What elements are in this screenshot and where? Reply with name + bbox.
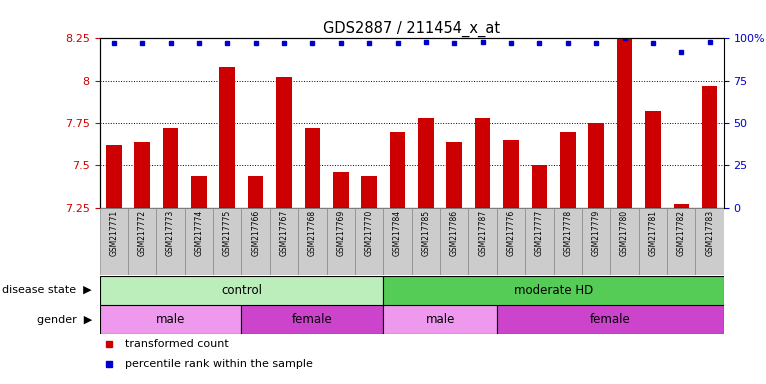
Bar bbox=[248, 175, 264, 208]
Bar bbox=[390, 132, 405, 208]
Bar bbox=[100, 305, 241, 334]
Text: male: male bbox=[425, 313, 455, 326]
Bar bbox=[362, 175, 377, 208]
Bar bbox=[185, 208, 213, 275]
Text: GSM217767: GSM217767 bbox=[280, 210, 289, 256]
Text: GSM217782: GSM217782 bbox=[677, 210, 686, 256]
Text: GSM217779: GSM217779 bbox=[591, 210, 601, 256]
Bar bbox=[106, 145, 122, 208]
Bar bbox=[440, 208, 469, 275]
Text: GSM217776: GSM217776 bbox=[506, 210, 516, 256]
Bar bbox=[191, 175, 207, 208]
Text: GSM217769: GSM217769 bbox=[336, 210, 345, 256]
Text: GSM217766: GSM217766 bbox=[251, 210, 260, 256]
Text: GSM217786: GSM217786 bbox=[450, 210, 459, 256]
Text: female: female bbox=[590, 313, 630, 326]
Bar bbox=[532, 166, 547, 208]
Bar bbox=[645, 111, 661, 208]
Text: GSM217777: GSM217777 bbox=[535, 210, 544, 256]
Text: control: control bbox=[221, 284, 262, 296]
Text: GSM217783: GSM217783 bbox=[705, 210, 714, 256]
Bar bbox=[162, 128, 178, 208]
Bar bbox=[667, 208, 696, 275]
Bar bbox=[383, 208, 412, 275]
Bar bbox=[617, 38, 633, 208]
Text: GSM217775: GSM217775 bbox=[223, 210, 232, 256]
Title: GDS2887 / 211454_x_at: GDS2887 / 211454_x_at bbox=[323, 21, 500, 37]
Text: male: male bbox=[155, 313, 185, 326]
Text: GSM217774: GSM217774 bbox=[195, 210, 204, 256]
Bar bbox=[241, 208, 270, 275]
Bar bbox=[156, 208, 185, 275]
Text: percentile rank within the sample: percentile rank within the sample bbox=[125, 359, 313, 369]
Bar bbox=[611, 208, 639, 275]
Bar bbox=[305, 128, 320, 208]
Text: GSM217785: GSM217785 bbox=[421, 210, 430, 256]
Bar bbox=[497, 305, 724, 334]
Bar bbox=[134, 142, 150, 208]
Text: GSM217772: GSM217772 bbox=[138, 210, 146, 256]
Bar bbox=[525, 208, 554, 275]
Text: female: female bbox=[292, 313, 332, 326]
Text: disease state  ▶: disease state ▶ bbox=[2, 285, 92, 295]
Bar bbox=[383, 276, 724, 305]
Bar bbox=[554, 208, 582, 275]
Text: GSM217784: GSM217784 bbox=[393, 210, 402, 256]
Text: GSM217771: GSM217771 bbox=[110, 210, 118, 256]
Text: transformed count: transformed count bbox=[125, 339, 228, 349]
Bar bbox=[220, 67, 235, 208]
Bar bbox=[582, 208, 611, 275]
Bar bbox=[277, 77, 292, 208]
Bar bbox=[213, 208, 241, 275]
Bar bbox=[418, 118, 434, 208]
Bar bbox=[475, 118, 490, 208]
Text: GSM217768: GSM217768 bbox=[308, 210, 317, 256]
Text: GSM217787: GSM217787 bbox=[478, 210, 487, 256]
Bar bbox=[270, 208, 298, 275]
Bar bbox=[412, 208, 440, 275]
Bar bbox=[588, 123, 604, 208]
Bar bbox=[241, 305, 383, 334]
Bar bbox=[100, 208, 128, 275]
Bar bbox=[497, 208, 525, 275]
Bar bbox=[355, 208, 383, 275]
Bar bbox=[673, 204, 689, 208]
Bar bbox=[560, 132, 575, 208]
Text: GSM217773: GSM217773 bbox=[166, 210, 175, 256]
Text: GSM217770: GSM217770 bbox=[365, 210, 374, 256]
Bar bbox=[639, 208, 667, 275]
Bar bbox=[128, 208, 156, 275]
Bar bbox=[326, 208, 355, 275]
Bar bbox=[469, 208, 497, 275]
Text: GSM217781: GSM217781 bbox=[649, 210, 657, 256]
Text: GSM217778: GSM217778 bbox=[563, 210, 572, 256]
Bar bbox=[702, 86, 718, 208]
Bar bbox=[503, 140, 519, 208]
Bar bbox=[447, 142, 462, 208]
Bar bbox=[298, 208, 326, 275]
Text: GSM217780: GSM217780 bbox=[620, 210, 629, 256]
Text: gender  ▶: gender ▶ bbox=[37, 314, 92, 325]
Bar bbox=[100, 276, 383, 305]
Text: moderate HD: moderate HD bbox=[514, 284, 593, 296]
Bar bbox=[696, 208, 724, 275]
Bar bbox=[333, 172, 349, 208]
Bar bbox=[383, 305, 497, 334]
